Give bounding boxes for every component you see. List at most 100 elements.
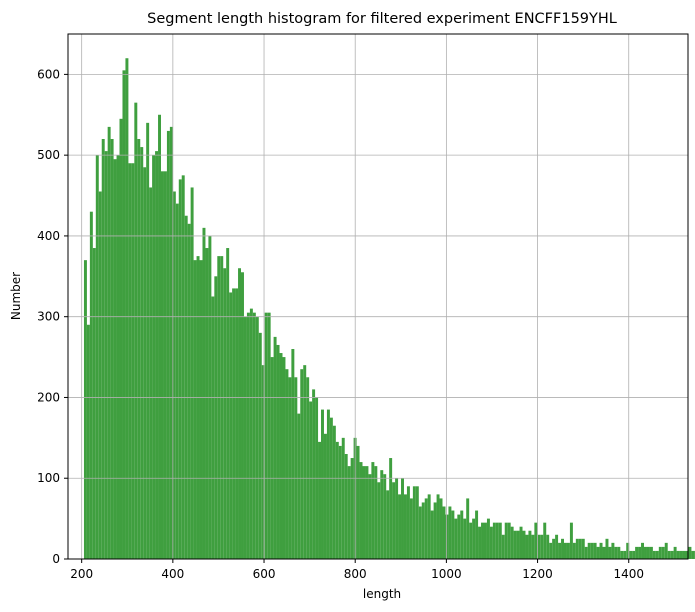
- histogram-bar: [161, 171, 164, 559]
- histogram-bar: [326, 409, 330, 559]
- histogram-bar: [421, 502, 425, 559]
- histogram-bar: [549, 542, 553, 559]
- histogram-bar: [220, 256, 224, 559]
- histogram-bar: [158, 114, 161, 560]
- histogram-bar: [92, 248, 96, 560]
- histogram-bar: [172, 191, 176, 559]
- histogram-bar: [356, 445, 360, 559]
- histogram-bar: [481, 522, 484, 559]
- histogram-bar: [300, 369, 304, 559]
- histogram-bar: [193, 260, 197, 559]
- histogram-bar: [104, 151, 108, 559]
- histogram-bar: [205, 248, 209, 560]
- histogram-bar: [620, 550, 624, 559]
- histogram-bar: [344, 454, 348, 559]
- histogram-bar: [155, 151, 159, 559]
- histogram-bar: [95, 155, 99, 559]
- histogram-bar: [537, 534, 541, 559]
- histogram-bar: [152, 155, 156, 559]
- histogram-bar: [232, 288, 236, 559]
- histogram-bar: [350, 458, 354, 559]
- histogram-bar: [365, 466, 369, 559]
- histogram-bar: [202, 227, 206, 559]
- histogram-bar: [329, 417, 333, 559]
- histogram-bar: [658, 546, 662, 559]
- histogram-bar: [525, 534, 529, 559]
- histogram-bar: [143, 167, 147, 559]
- histogram-bar: [679, 550, 683, 559]
- histogram-bar: [519, 526, 523, 559]
- histogram-bar: [424, 498, 428, 559]
- histogram-bar: [682, 550, 686, 559]
- histogram-bar: [383, 474, 387, 559]
- histogram-bar: [448, 506, 452, 559]
- y-tick-label: 300: [37, 310, 60, 324]
- histogram-bar: [359, 462, 363, 559]
- histogram-bar: [572, 542, 576, 559]
- y-tick-label: 0: [52, 552, 60, 566]
- histogram-bar: [169, 126, 173, 559]
- histogram-bar: [261, 365, 265, 559]
- histogram-bar: [303, 365, 307, 559]
- histogram-bar: [466, 498, 470, 559]
- histogram-bar: [223, 268, 227, 559]
- histogram-bar: [510, 526, 514, 559]
- histogram-bar: [252, 312, 256, 559]
- histogram-bar: [522, 530, 526, 559]
- histogram-bar: [581, 538, 585, 559]
- histogram-bar: [599, 542, 603, 559]
- histogram-bar: [667, 550, 671, 559]
- histogram-bars: [83, 58, 695, 560]
- histogram-bar: [507, 522, 511, 559]
- y-tick-label: 500: [37, 148, 60, 162]
- histogram-bar: [406, 486, 410, 559]
- histogram-bar: [463, 518, 467, 559]
- histogram-bar: [558, 542, 562, 559]
- histogram-bar: [243, 316, 247, 559]
- histogram-bar: [498, 522, 502, 559]
- histogram-bar: [412, 486, 416, 559]
- histogram-bar: [279, 353, 283, 559]
- histogram-bar: [401, 478, 404, 559]
- histogram-bar: [641, 542, 644, 559]
- histogram-bar: [187, 223, 191, 559]
- histogram-bar: [531, 534, 535, 559]
- histogram-bar: [575, 538, 579, 559]
- histogram-bar: [655, 550, 659, 559]
- histogram-bar: [513, 530, 517, 559]
- histogram-bar: [178, 179, 182, 559]
- histogram-bar: [403, 494, 407, 559]
- histogram-bar: [587, 542, 591, 559]
- histogram-bar: [294, 377, 298, 559]
- histogram-bar: [475, 510, 479, 559]
- histogram-bar: [264, 312, 268, 559]
- histogram-bar: [489, 526, 493, 559]
- histogram-bar: [540, 534, 544, 559]
- x-tick-label: 400: [161, 567, 184, 581]
- histogram-bar: [341, 437, 345, 559]
- histogram-bar: [614, 546, 618, 559]
- histogram-bar: [285, 369, 289, 559]
- histogram-bar: [392, 482, 396, 559]
- histogram-bar: [685, 550, 689, 559]
- histogram-bar: [335, 441, 339, 559]
- histogram-bar: [676, 550, 680, 559]
- histogram-bar: [238, 268, 241, 559]
- histogram-bar: [249, 308, 253, 559]
- histogram-bar: [632, 550, 636, 559]
- histogram-bar: [617, 546, 621, 559]
- histogram-bar: [217, 256, 221, 559]
- histogram-bar: [270, 357, 274, 559]
- histogram-bar: [211, 296, 215, 559]
- histogram-bar: [486, 518, 490, 559]
- histogram-bar: [409, 498, 413, 559]
- histogram-bar: [149, 187, 153, 559]
- x-tick-label: 1000: [431, 567, 462, 581]
- histogram-bar: [267, 312, 271, 559]
- histogram-bar: [226, 248, 230, 560]
- y-tick-label: 100: [37, 471, 60, 485]
- histogram-bar: [119, 118, 123, 559]
- histogram-bar: [122, 70, 126, 559]
- histogram-bar: [229, 292, 233, 559]
